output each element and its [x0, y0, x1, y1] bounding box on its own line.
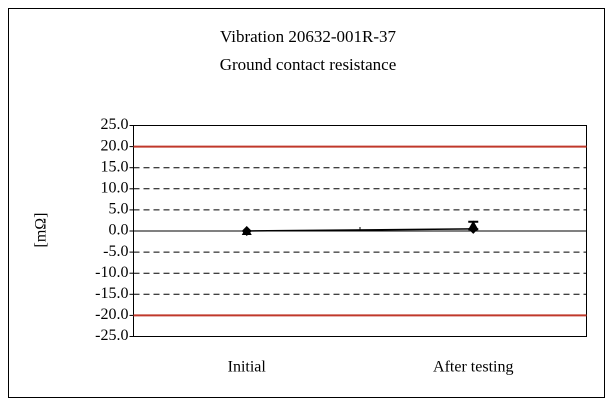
chart-title: Vibration 20632-001R-37 — [220, 27, 397, 46]
y-tick-label: 25.0 — [101, 116, 129, 133]
y-tick-label: 10.0 — [101, 179, 129, 196]
y-tick-label: 20.0 — [101, 137, 129, 154]
series-line — [246, 228, 474, 232]
point — [241, 226, 252, 235]
y-tick-label: -20.0 — [95, 306, 128, 323]
point — [468, 220, 479, 230]
y-tick-label: -5.0 — [103, 243, 128, 260]
chart-subtitle: Ground contact resistance — [220, 55, 397, 74]
x-tick-label: Initial — [228, 359, 267, 376]
chart-border — [8, 8, 605, 398]
y-tick-label: -15.0 — [95, 285, 128, 302]
y-axis-label: [mΩ] — [33, 213, 50, 248]
y-tick-label: 15.0 — [101, 158, 129, 175]
x-tick-label: After testing — [433, 359, 513, 376]
y-tick-label: -10.0 — [95, 264, 128, 281]
y-tick-label: 5.0 — [109, 201, 129, 218]
y-tick-label: -25.0 — [95, 327, 128, 344]
y-tick-label: 0.0 — [109, 222, 129, 239]
